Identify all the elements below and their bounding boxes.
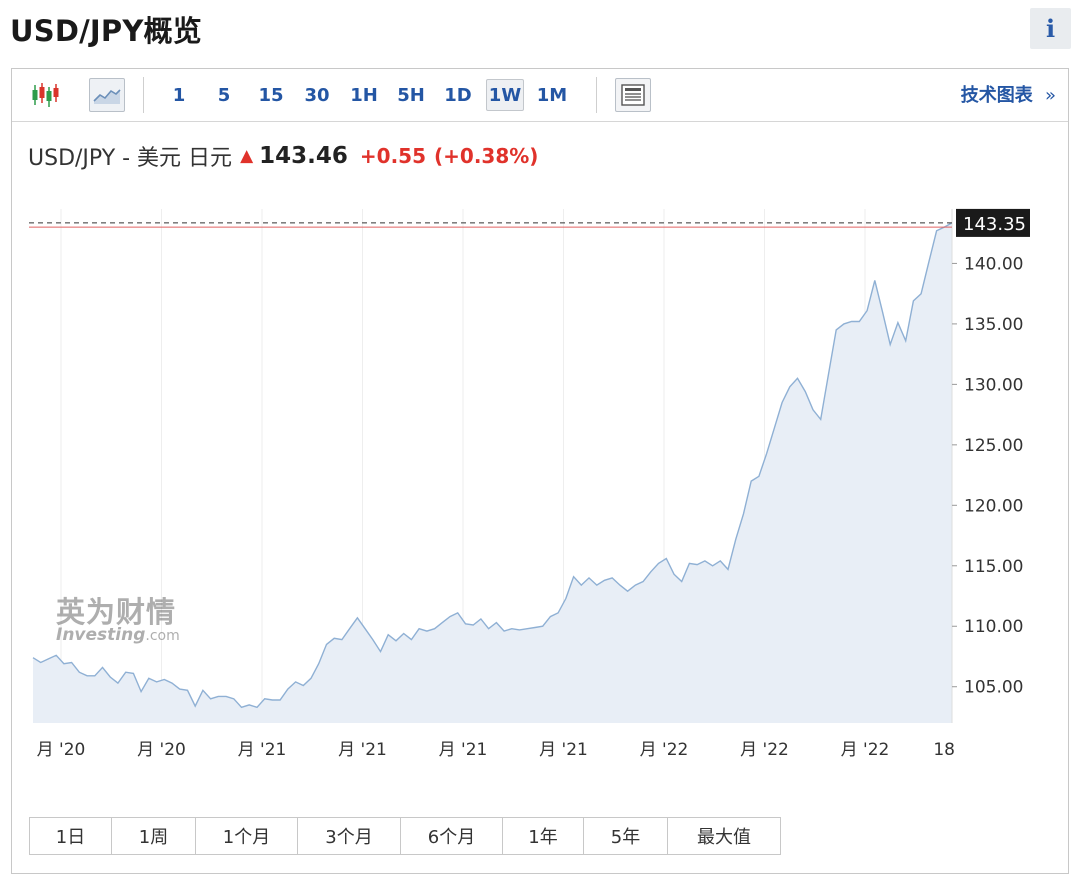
range-max[interactable]: 最大值 [697, 827, 751, 848]
price-change-percent: (+0.38%) [434, 144, 539, 168]
x-tick-label: 月 '20 [37, 740, 86, 760]
y-tick-label: 125.00 [964, 436, 1023, 456]
y-tick-label: 130.00 [964, 375, 1023, 395]
timeframe-5[interactable]: 5 [217, 84, 231, 106]
timeframe-1d[interactable]: 1D [444, 84, 472, 106]
technical-chart-link[interactable]: 技术图表 » [961, 81, 1056, 107]
chart-panel: 1 5 15 30 1H 5H 1D 1W 1M 技术图表 » USD/JPY … [11, 68, 1069, 874]
timeframe-1w[interactable]: 1W [486, 79, 524, 111]
y-tick-label: 110.00 [964, 617, 1023, 637]
watermark-cn: 英为财情 [56, 595, 177, 629]
toolbar-divider [143, 77, 144, 113]
last-price-tag-label: 143.35 [963, 214, 1026, 235]
range-1m[interactable]: 1个月 [196, 818, 298, 854]
timeframe-30[interactable]: 30 [304, 84, 330, 106]
price-chart[interactable]: 105.00 110.00 115.00 120.00 125.00 130.00 135.… [12, 69, 1068, 799]
info-button[interactable]: i [1030, 8, 1071, 49]
range-5y[interactable]: 5年 [584, 818, 668, 854]
x-tick-label: 月 '21 [338, 740, 387, 760]
price-change: +0.55 [359, 144, 427, 168]
up-arrow-icon: ▲ [240, 146, 254, 166]
instrument-name: USD/JPY - 美元 日元 [28, 146, 233, 171]
x-tick-label: 月 '20 [137, 740, 186, 760]
price-area [33, 222, 952, 723]
y-tick-label: 120.00 [964, 496, 1023, 516]
timeframe-5h[interactable]: 5H [397, 84, 425, 106]
price-line [32, 222, 953, 709]
watermark-en: Investing [56, 625, 146, 645]
timeframe-15[interactable]: 15 [258, 84, 284, 106]
x-tick-label: 月 '22 [841, 740, 890, 760]
range-6m[interactable]: 6个月 [401, 818, 503, 854]
x-tick-label: 月 '22 [640, 740, 689, 760]
watermark-en-suffix: .com [145, 628, 180, 644]
y-tick-label: 115.00 [964, 557, 1023, 577]
y-tick-label: 140.00 [964, 254, 1023, 274]
x-tick-label: 月 '21 [238, 740, 287, 760]
chart-toolbar: 1 5 15 30 1H 5H 1D 1W 1M 技术图表 » [12, 69, 1068, 122]
range-1y[interactable]: 1年 [503, 818, 584, 854]
news-icon[interactable] [615, 78, 651, 112]
timeframe-1[interactable]: 1 [172, 84, 186, 106]
range-selector: 1日 1周 1个月 3个月 6个月 1年 5年 最大值 [29, 817, 781, 855]
range-1d[interactable]: 1日 [30, 818, 112, 854]
double-chevron-right-icon: » [1044, 85, 1056, 106]
x-tick-label: 18 [933, 740, 955, 760]
toolbar-divider [596, 77, 597, 113]
candlestick-icon[interactable] [28, 78, 62, 112]
range-3m[interactable]: 3个月 [298, 818, 401, 854]
x-tick-label: 月 '22 [740, 740, 789, 760]
timeframe-1m[interactable]: 1M [536, 84, 568, 106]
technical-chart-label: 技术图表 [960, 85, 1033, 106]
timeframe-1h[interactable]: 1H [350, 84, 378, 106]
y-tick-label: 105.00 [964, 678, 1023, 698]
x-tick-label: 月 '21 [439, 740, 488, 760]
quote-header: USD/JPY - 美元 日元 ▲ 143.46 +0.55 (+0.38%) [28, 141, 538, 171]
x-tick-label: 月 '21 [539, 740, 588, 760]
last-price: 143.46 [259, 143, 348, 169]
last-price-tag [956, 208, 1030, 237]
y-tick-label: 135.00 [964, 315, 1023, 335]
investing-watermark: 英为财情 Investing.com [56, 589, 180, 645]
area-chart-icon[interactable] [89, 78, 125, 112]
range-1w[interactable]: 1周 [112, 818, 196, 854]
page-title: USD/JPY概览 [10, 14, 202, 48]
